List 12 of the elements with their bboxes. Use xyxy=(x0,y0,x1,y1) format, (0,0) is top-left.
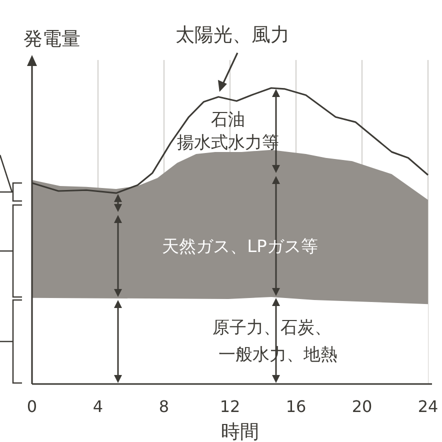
y-axis-title: 発電量 xyxy=(24,28,80,50)
annotation: 太陽光、風力 xyxy=(175,24,290,46)
x-tick-label: 12 xyxy=(220,397,240,416)
annotation: 原子力、石炭、 xyxy=(212,318,332,338)
x-tick-label: 8 xyxy=(158,397,170,416)
x-tick-label: 4 xyxy=(92,397,104,416)
x-tick-label: 0 xyxy=(26,397,38,416)
x-axis-title: 時間 xyxy=(221,421,259,442)
x-tick-label: 20 xyxy=(352,397,372,416)
annotation: 石油 xyxy=(211,110,245,130)
x-tick-label: 16 xyxy=(286,397,306,416)
x-tick-label: 24 xyxy=(418,397,438,416)
